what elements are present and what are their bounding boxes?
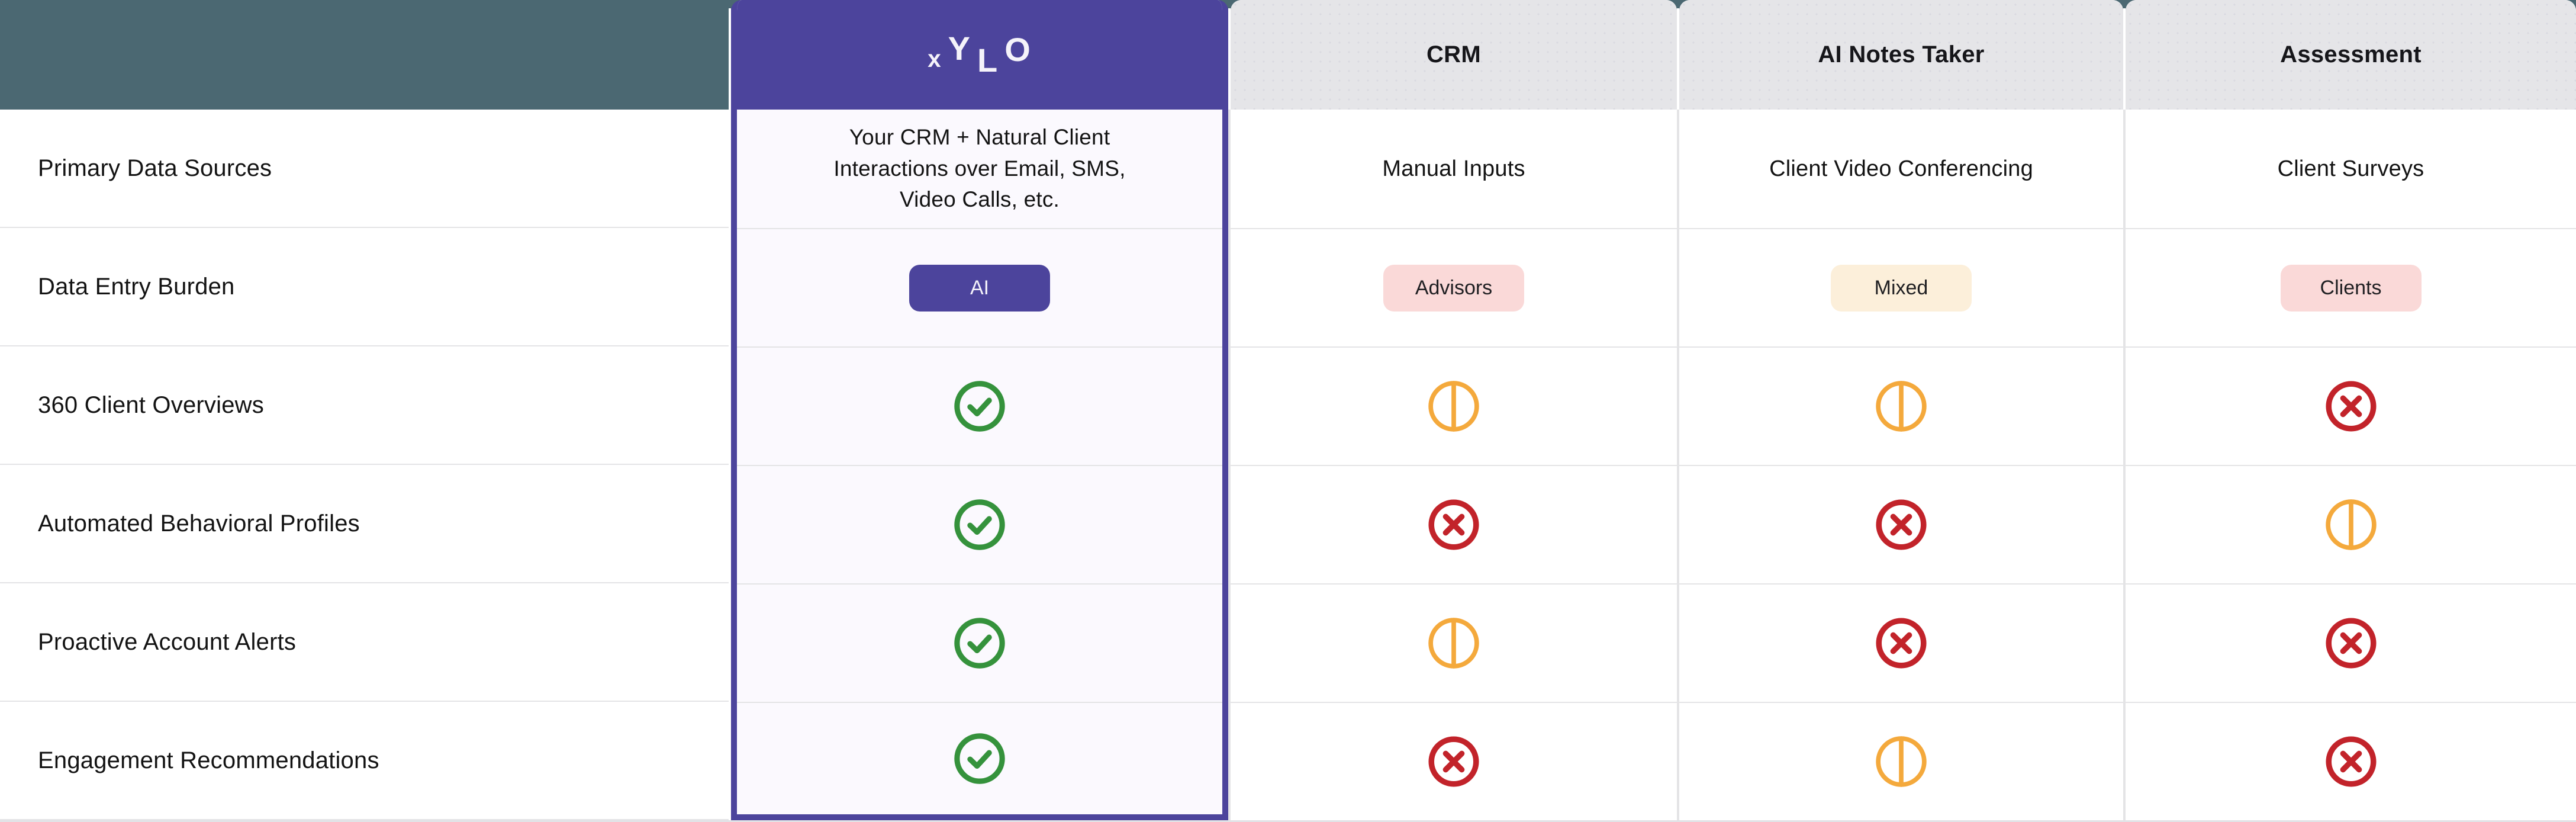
column-card-assessment: Assessment Client Surveys Clients (2126, 0, 2576, 820)
x-circle-icon (1876, 618, 1927, 669)
cell-ainotes-automated-behavioral-profiles (1679, 465, 2123, 583)
table-bottom-edge (0, 820, 2576, 822)
cell-value: Client Video Conferencing (1769, 156, 2033, 181)
row-label-primary-data-sources: Primary Data Sources (0, 110, 729, 228)
x-circle-icon (2325, 736, 2377, 787)
check-circle-icon (954, 381, 1005, 432)
cell-assessment-primary-data-sources: Client Surveys (2126, 110, 2576, 228)
check-circle-icon (954, 733, 1005, 784)
cell-value: Manual Inputs (1382, 156, 1525, 181)
cell-ainotes-primary-data-sources: Client Video Conferencing (1679, 110, 2123, 228)
badge-clients: Clients (2280, 264, 2422, 312)
cell-ainotes-data-entry-burden: Mixed (1679, 228, 2123, 346)
logo-letter: Y (948, 30, 971, 67)
half-circle-icon (1876, 381, 1927, 432)
column-gutter (729, 0, 731, 820)
badge-ai: AI (909, 264, 1050, 312)
cell-crm-proactive-account-alerts (1231, 583, 1677, 702)
cell-xylo-data-entry-burden: AI (737, 228, 1222, 346)
column-gutter (1228, 0, 1231, 820)
badge-mixed: Mixed (1831, 264, 1972, 312)
cell-assessment-360-client-overviews (2126, 346, 2576, 465)
cell-value: Client Surveys (2277, 156, 2424, 181)
cell-ainotes-proactive-account-alerts (1679, 583, 2123, 702)
x-circle-icon (2325, 618, 2377, 669)
x-circle-icon (1428, 736, 1479, 787)
half-circle-icon (1428, 381, 1479, 432)
row-label-360-client-overviews: 360 Client Overviews (0, 346, 729, 465)
x-circle-icon (2325, 381, 2377, 432)
cell-crm-engagement-recommendations (1231, 702, 1677, 820)
cell-assessment-data-entry-burden: Clients (2126, 228, 2576, 346)
cell-crm-primary-data-sources: Manual Inputs (1231, 110, 1677, 228)
half-circle-icon (1428, 618, 1479, 669)
column-gutter (1677, 0, 1679, 820)
cell-xylo-proactive-account-alerts (737, 583, 1222, 702)
cell-ainotes-360-client-overviews (1679, 346, 2123, 465)
cell-crm-automated-behavioral-profiles (1231, 465, 1677, 583)
logo-letter: L (977, 41, 999, 79)
check-circle-icon (954, 499, 1005, 550)
x-circle-icon (1428, 499, 1479, 550)
logo-letter: O (1004, 31, 1032, 68)
cell-ainotes-engagement-recommendations (1679, 702, 2123, 820)
cell-xylo-engagement-recommendations (737, 702, 1222, 814)
column-header-assessment: Assessment (2126, 0, 2576, 110)
x-circle-icon (1876, 499, 1927, 550)
logo-letter: x (928, 45, 942, 72)
cell-xylo-primary-data-sources: Your CRM + Natural Client Interactions o… (737, 110, 1222, 228)
cell-crm-data-entry-burden: Advisors (1231, 228, 1677, 346)
column-card-ai-notes-taker: AI Notes Taker Client Video Conferencing… (1679, 0, 2123, 820)
column-card-crm: CRM Manual Inputs Advisors (1231, 0, 1677, 820)
row-label-proactive-account-alerts: Proactive Account Alerts (0, 583, 729, 702)
half-circle-icon (2325, 499, 2377, 550)
cell-xylo-automated-behavioral-profiles (737, 465, 1222, 583)
column-gutter (2123, 0, 2126, 820)
cell-assessment-automated-behavioral-profiles (2126, 465, 2576, 583)
badge-advisors: Advisors (1383, 264, 1524, 312)
row-label-data-entry-burden: Data Entry Burden (0, 228, 729, 346)
cell-xylo-360-client-overviews (737, 346, 1222, 465)
cell-crm-360-client-overviews (1231, 346, 1677, 465)
half-circle-icon (1876, 736, 1927, 787)
column-header-ai-notes-taker: AI Notes Taker (1679, 0, 2123, 110)
cell-assessment-engagement-recommendations (2126, 702, 2576, 820)
check-circle-icon (954, 618, 1005, 669)
row-label-automated-behavioral-profiles: Automated Behavioral Profiles (0, 465, 729, 583)
row-label-engagement-recommendations: Engagement Recommendations (0, 702, 729, 820)
cell-value: Your CRM + Natural Client Interactions o… (833, 125, 1126, 212)
column-header-crm: CRM (1231, 0, 1677, 110)
cell-assessment-proactive-account-alerts (2126, 583, 2576, 702)
